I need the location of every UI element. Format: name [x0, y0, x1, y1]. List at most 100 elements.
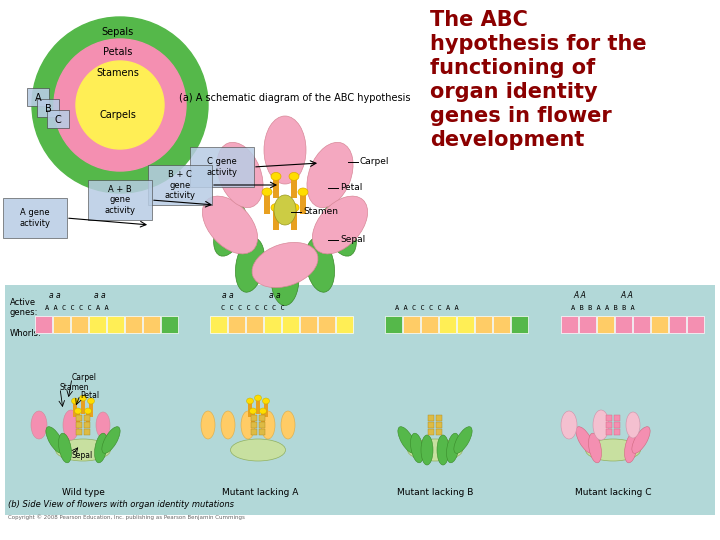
Text: Stamen: Stamen [303, 207, 338, 217]
Ellipse shape [298, 188, 308, 196]
Bar [493, 316, 510, 333]
Ellipse shape [71, 398, 78, 404]
Text: Sepals: Sepals [102, 27, 134, 37]
Bar [561, 316, 578, 333]
Ellipse shape [235, 238, 264, 292]
Ellipse shape [576, 427, 594, 454]
Ellipse shape [323, 204, 356, 256]
Circle shape [76, 61, 164, 149]
Text: Mutant lacking A: Mutant lacking A [222, 488, 298, 497]
Ellipse shape [624, 433, 637, 463]
Ellipse shape [74, 408, 81, 414]
Bar [210, 316, 227, 333]
Text: A: A [35, 93, 41, 103]
Ellipse shape [271, 251, 299, 306]
Bar [428, 422, 434, 428]
Bar [264, 192, 270, 214]
Text: Active
genes:: Active genes: [10, 298, 38, 318]
Text: Whorls:: Whorls: [10, 329, 42, 339]
Text: a a: a a [94, 292, 106, 300]
Ellipse shape [259, 408, 266, 414]
Bar [300, 192, 306, 214]
Ellipse shape [408, 439, 462, 461]
Bar [436, 429, 442, 435]
Bar [251, 422, 257, 428]
Bar [282, 316, 299, 333]
Bar [273, 207, 279, 230]
Ellipse shape [271, 204, 281, 212]
Ellipse shape [221, 411, 235, 439]
Ellipse shape [561, 411, 577, 439]
FancyBboxPatch shape [27, 88, 49, 106]
Ellipse shape [585, 439, 641, 461]
Bar [84, 422, 90, 428]
Text: A B B A A B B A: A B B A A B B A [571, 305, 635, 311]
Bar [143, 316, 160, 333]
Bar [436, 422, 442, 428]
Text: Sepal: Sepal [72, 450, 94, 460]
Text: A A: A A [574, 292, 586, 300]
Ellipse shape [31, 411, 47, 439]
Text: Carpel: Carpel [360, 158, 390, 166]
Bar [614, 415, 620, 421]
Bar [336, 316, 353, 333]
Text: The ABC
hypothesis for the
functioning of
organ identity
genes in flower
develop: The ABC hypothesis for the functioning o… [430, 10, 647, 150]
Ellipse shape [264, 116, 306, 184]
Text: C C C C C C C C: C C C C C C C C [221, 305, 285, 311]
Bar [428, 415, 434, 421]
Bar [687, 316, 704, 333]
Bar [84, 429, 90, 435]
Bar [669, 316, 686, 333]
Text: Petal: Petal [340, 184, 362, 192]
Bar [76, 422, 82, 428]
FancyBboxPatch shape [190, 147, 254, 187]
Text: (b) Side View of flowers with organ identity mutations: (b) Side View of flowers with organ iden… [8, 500, 234, 509]
Bar [259, 422, 265, 428]
Bar [53, 316, 70, 333]
Bar [615, 316, 632, 333]
Bar [251, 411, 255, 427]
FancyBboxPatch shape [3, 198, 67, 238]
Circle shape [32, 17, 208, 193]
Ellipse shape [217, 143, 263, 208]
Bar [256, 398, 260, 414]
Ellipse shape [96, 412, 110, 438]
Ellipse shape [289, 204, 299, 212]
Ellipse shape [289, 172, 299, 180]
Bar [107, 316, 124, 333]
Ellipse shape [94, 433, 107, 463]
Bar [84, 415, 90, 421]
Bar [614, 422, 620, 428]
Ellipse shape [202, 196, 258, 254]
Bar [633, 316, 650, 333]
Text: Petals: Petals [103, 47, 132, 57]
Ellipse shape [632, 427, 650, 454]
Bar [35, 316, 52, 333]
FancyBboxPatch shape [37, 99, 59, 117]
Bar [436, 415, 442, 421]
Text: Copyright © 2008 Pearson Education, Inc. publishing as Pearson Benjamin Cummings: Copyright © 2008 Pearson Education, Inc.… [8, 514, 245, 519]
FancyBboxPatch shape [148, 165, 212, 205]
Text: Stamen: Stamen [60, 383, 89, 393]
Ellipse shape [58, 433, 71, 463]
Ellipse shape [252, 242, 318, 288]
Text: Mutant lacking C: Mutant lacking C [575, 488, 652, 497]
Ellipse shape [454, 427, 472, 454]
Text: Carpels: Carpels [99, 110, 136, 120]
Text: Carpel: Carpel [72, 374, 97, 382]
FancyBboxPatch shape [88, 180, 152, 220]
Ellipse shape [410, 433, 423, 463]
Ellipse shape [84, 408, 91, 414]
Ellipse shape [593, 410, 609, 440]
Ellipse shape [63, 410, 79, 440]
Ellipse shape [46, 427, 64, 454]
Ellipse shape [398, 427, 416, 454]
Ellipse shape [261, 411, 275, 439]
Bar [89, 316, 106, 333]
Text: Mutant lacking B: Mutant lacking B [397, 488, 473, 497]
Ellipse shape [102, 427, 120, 454]
Bar [606, 429, 612, 435]
Ellipse shape [241, 411, 255, 439]
Ellipse shape [588, 433, 601, 463]
Bar [76, 415, 82, 421]
